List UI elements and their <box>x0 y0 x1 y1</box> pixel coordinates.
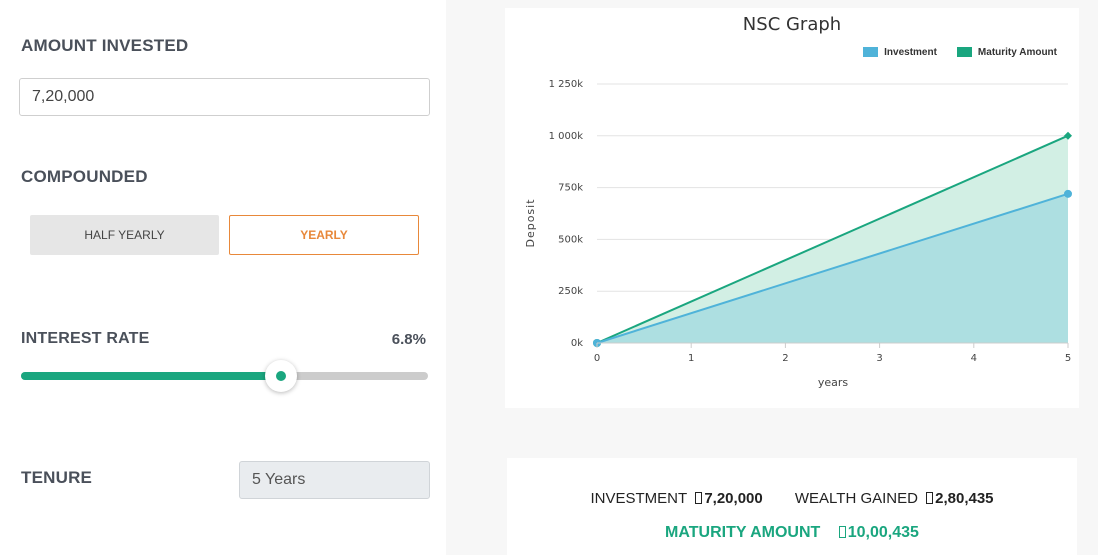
legend-label-maturity: Maturity Amount <box>977 46 1057 58</box>
maturity-amount-value: 10,00,435 <box>847 524 919 541</box>
legend-swatch-maturity <box>956 47 972 57</box>
tenure-field[interactable]: 5 Years <box>239 461 430 499</box>
y-tick-label: 1 000k <box>549 131 584 142</box>
amount-invested-input[interactable] <box>19 78 430 116</box>
slider-fill <box>21 372 282 380</box>
tenure-label: TENURE <box>21 468 93 487</box>
y-axis-label: Deposit <box>524 198 537 247</box>
x-tick-label: 1 <box>688 353 694 364</box>
slider-thumb[interactable] <box>265 360 298 392</box>
x-tick-label: 3 <box>876 353 882 364</box>
chart-title: NSC Graph <box>743 14 841 35</box>
summary-card: INVESTMENT 7,20,000 WEALTH GAINED 2,80,4… <box>507 458 1077 555</box>
x-tick-label: 0 <box>594 353 600 364</box>
summary-row: INVESTMENT 7,20,000 WEALTH GAINED 2,80,4… <box>507 490 1077 507</box>
y-tick-label: 750k <box>558 183 583 194</box>
slider-thumb-dot <box>276 371 287 381</box>
wealth-gained-label: WEALTH GAINED <box>794 490 918 507</box>
nsc-chart-card: NSC Graph 0k 250k 500k 750k 1 000k 1 250k 0 1 2 3… <box>505 8 1079 408</box>
x-tick-label: 2 <box>782 353 788 364</box>
amount-invested-label: AMOUNT INVESTED <box>21 36 189 55</box>
line-maturity <box>596 134 1069 344</box>
rupee-icon <box>838 526 846 538</box>
investment-value: 7,20,000 <box>704 490 763 507</box>
interest-rate-slider[interactable] <box>21 360 428 392</box>
y-tick-label: 250k <box>558 286 583 297</box>
yearly-button[interactable]: YEARLY <box>229 215 419 255</box>
legend-swatch-investment <box>863 47 879 57</box>
investment-label: INVESTMENT <box>590 490 688 507</box>
rupee-icon <box>695 492 703 504</box>
x-axis-label: years <box>818 376 849 389</box>
interest-rate-value: 6.8% <box>391 331 426 348</box>
investment-value-wrap: 7,20,000 <box>695 490 763 507</box>
legend-item-investment[interactable]: Investment <box>863 44 937 60</box>
point-investment <box>1064 189 1072 198</box>
maturity-amount-label: MATURITY AMOUNT <box>665 524 821 541</box>
wealth-gained-value-wrap: 2,80,435 <box>926 490 994 507</box>
point-maturity <box>1064 131 1072 140</box>
half-yearly-button[interactable]: HALF YEARLY <box>30 215 219 255</box>
y-tick-label: 1 250k <box>549 79 584 90</box>
y-tick-label: 500k <box>558 234 583 245</box>
wealth-gained-value: 2,80,435 <box>935 490 994 507</box>
legend-item-maturity[interactable]: Maturity Amount <box>956 44 1057 60</box>
line-investment <box>596 192 1069 344</box>
y-tick-label: 0k <box>571 338 583 349</box>
x-tick-label: 4 <box>971 353 977 364</box>
x-tick-label: 5 <box>1065 353 1071 364</box>
legend-label-investment: Investment <box>884 46 937 58</box>
maturity-row: MATURITY AMOUNT 10,00,435 <box>507 524 1077 542</box>
calculator-panel: AMOUNT INVESTED COMPOUNDED HALF YEARLY Y… <box>0 0 446 555</box>
maturity-amount-value-wrap: 10,00,435 <box>838 524 919 541</box>
compounded-label: COMPOUNDED <box>21 167 148 186</box>
chart-legend: Investment Maturity Amount <box>863 44 1057 60</box>
nsc-chart: NSC Graph 0k 250k 500k 750k 1 000k 1 250k 0 1 2 3… <box>524 14 1072 389</box>
rupee-icon <box>926 492 934 504</box>
interest-rate-label: INTEREST RATE <box>21 330 150 347</box>
